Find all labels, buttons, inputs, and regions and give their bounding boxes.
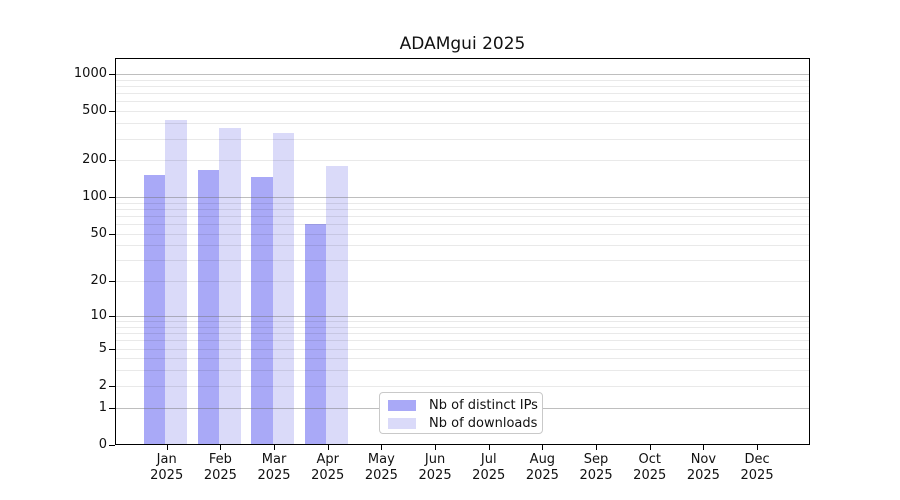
x-tick-mark <box>703 445 704 450</box>
x-tick-label: Sep 2025 <box>579 452 613 483</box>
y-tick-label: 500 <box>82 103 107 119</box>
gridline-minor <box>116 138 809 140</box>
gridline-minor <box>116 160 809 162</box>
plot-frame <box>115 58 810 445</box>
gridline-minor <box>116 208 809 210</box>
y-tick-label: 1000 <box>73 65 107 81</box>
gridline-minor <box>116 321 809 323</box>
gridline-minor <box>116 245 809 247</box>
gridline-minor <box>116 123 809 125</box>
x-tick-mark <box>489 445 490 450</box>
gridline-major <box>116 316 809 317</box>
gridline-minor <box>116 385 809 387</box>
x-tick-mark <box>650 445 651 450</box>
y-tick-label: 1 <box>98 399 107 415</box>
x-tick-mark <box>435 445 436 450</box>
y-tick-label: 200 <box>82 152 107 168</box>
gridline-minor <box>116 358 809 360</box>
gridline-minor <box>116 79 809 81</box>
bar-distinct-ips <box>304 224 327 444</box>
x-tick-mark <box>542 445 543 450</box>
y-tick-mark <box>109 349 115 350</box>
y-tick-mark <box>109 160 115 161</box>
gridline-minor <box>116 233 809 235</box>
x-tick-label: Jul 2025 <box>472 452 506 483</box>
gridline-minor <box>116 326 809 328</box>
y-tick-mark <box>109 197 115 198</box>
x-tick-mark <box>381 445 382 450</box>
x-tick-label: Mar 2025 <box>257 452 291 483</box>
y-tick-mark <box>109 111 115 112</box>
y-tick-label: 50 <box>90 225 107 241</box>
y-tick-label: 2 <box>98 377 107 393</box>
y-tick-mark <box>109 445 115 446</box>
y-tick-label: 0 <box>98 436 107 452</box>
y-tick-mark <box>109 316 115 317</box>
gridline-minor <box>116 93 809 95</box>
bar-distinct-ips <box>251 177 273 444</box>
legend-label-distinct-ips: Nb of distinct IPs <box>429 397 538 413</box>
bar-distinct-ips <box>197 170 220 444</box>
gridline-minor <box>116 216 809 217</box>
legend-item-downloads: Nb of downloads <box>388 414 542 432</box>
x-tick-label: Dec 2025 <box>740 452 774 483</box>
y-tick-label: 100 <box>82 189 107 205</box>
gridline-minor <box>116 111 809 113</box>
x-tick-mark <box>167 445 168 450</box>
bar-downloads <box>326 166 348 444</box>
x-tick-mark <box>596 445 597 450</box>
x-tick-mark <box>328 445 329 450</box>
gridline-minor <box>116 101 809 103</box>
y-tick-mark <box>109 281 115 282</box>
x-tick-label: Feb 2025 <box>203 452 237 483</box>
legend-swatch-distinct-ips-icon <box>388 399 416 411</box>
legend-label-downloads: Nb of downloads <box>429 415 538 431</box>
gridline-minor <box>116 281 809 283</box>
x-tick-label: Nov 2025 <box>686 452 720 483</box>
y-tick-mark <box>109 74 115 75</box>
chart-title: ADAMgui 2025 <box>399 34 526 54</box>
x-tick-mark <box>220 445 221 450</box>
gridline-minor <box>116 260 809 262</box>
gridline-minor <box>116 370 809 372</box>
gridline-minor <box>116 340 809 342</box>
x-tick-label: Aug 2025 <box>525 452 559 483</box>
gridline-major <box>116 74 809 75</box>
legend-item-distinct-ips: Nb of distinct IPs <box>388 396 542 414</box>
y-tick-label: 10 <box>90 308 107 324</box>
legend-swatch-downloads-icon <box>388 417 416 429</box>
gridline-major <box>116 197 809 199</box>
bar-downloads <box>272 133 295 444</box>
x-tick-label: Apr 2025 <box>311 452 345 483</box>
bar-distinct-ips <box>143 175 166 444</box>
gridline-minor <box>116 86 809 87</box>
y-tick-mark <box>109 386 115 387</box>
x-tick-label: May 2025 <box>364 452 398 483</box>
x-tick-mark <box>274 445 275 450</box>
gridline-minor <box>116 348 809 350</box>
x-tick-label: Jun 2025 <box>418 452 452 483</box>
legend: Nb of distinct IPs Nb of downloads <box>379 392 543 434</box>
x-tick-label: Oct 2025 <box>633 452 667 483</box>
x-tick-mark <box>757 445 758 450</box>
y-tick-mark <box>109 234 115 235</box>
gridline-minor <box>116 224 809 226</box>
bar-downloads <box>219 127 241 444</box>
gridline-minor <box>116 202 809 204</box>
gridline-minor <box>116 333 809 335</box>
bar-downloads <box>165 120 187 444</box>
x-tick-label: Jan 2025 <box>150 452 184 483</box>
y-tick-label: 20 <box>90 273 107 289</box>
y-tick-mark <box>109 408 115 409</box>
y-tick-label: 5 <box>98 340 107 356</box>
